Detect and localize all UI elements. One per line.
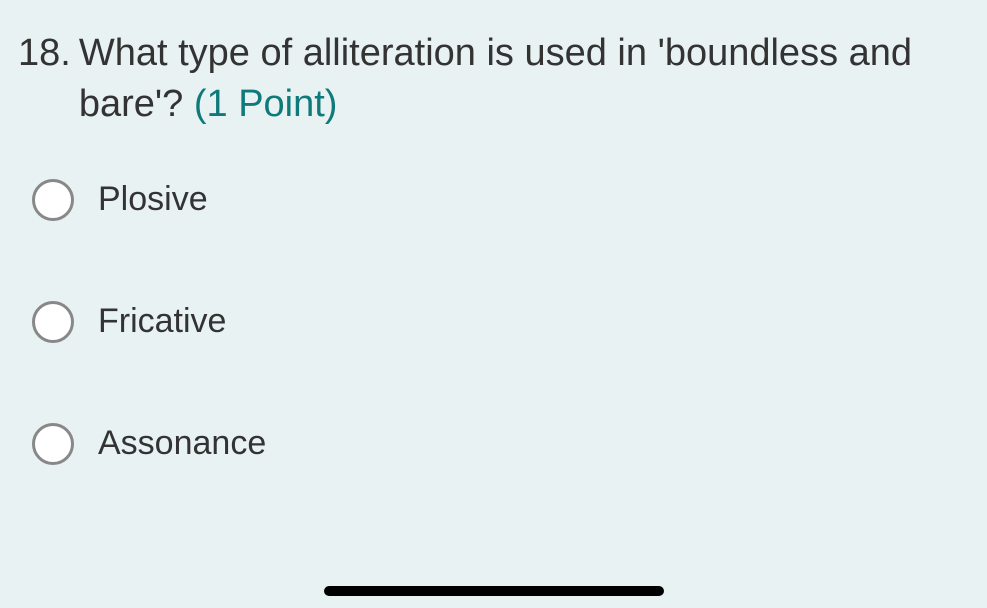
question-text: What type of alliteration is used in 'bo…	[79, 28, 947, 131]
option-label: Assonance	[98, 424, 266, 463]
radio-icon	[32, 423, 74, 465]
option-label: Fricative	[98, 302, 226, 341]
radio-icon	[32, 179, 74, 221]
radio-icon	[32, 301, 74, 343]
question-block: 18. What type of alliteration is used in…	[0, 0, 987, 131]
home-indicator	[324, 586, 664, 596]
question-number: 18.	[18, 28, 71, 79]
question-points: (1 Point)	[194, 83, 338, 125]
option-assonance[interactable]: Assonance	[32, 423, 987, 465]
option-label: Plosive	[98, 180, 208, 219]
option-fricative[interactable]: Fricative	[32, 301, 987, 343]
options-group: Plosive Fricative Assonance	[0, 179, 987, 465]
option-plosive[interactable]: Plosive	[32, 179, 987, 221]
